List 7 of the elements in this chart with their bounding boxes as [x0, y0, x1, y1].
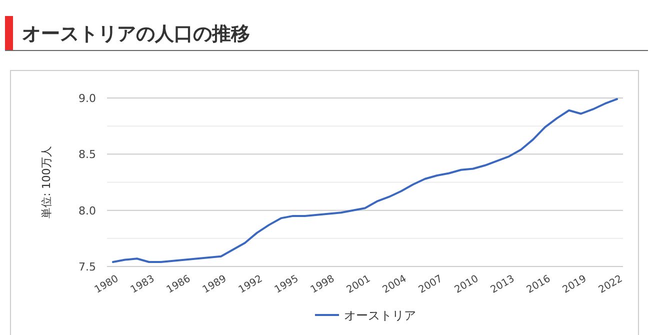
- title: オーストリアの人口の推移: [22, 23, 250, 45]
- y-axis-title: 単位: 100万人: [40, 146, 53, 218]
- y-tick-label: 8.5: [78, 148, 96, 162]
- y-tick-label: 8.0: [78, 204, 96, 218]
- y-tick-label: 7.5: [78, 260, 96, 274]
- legend-label: オーストリア: [344, 308, 416, 322]
- y-tick-label: 9.0: [78, 92, 96, 105]
